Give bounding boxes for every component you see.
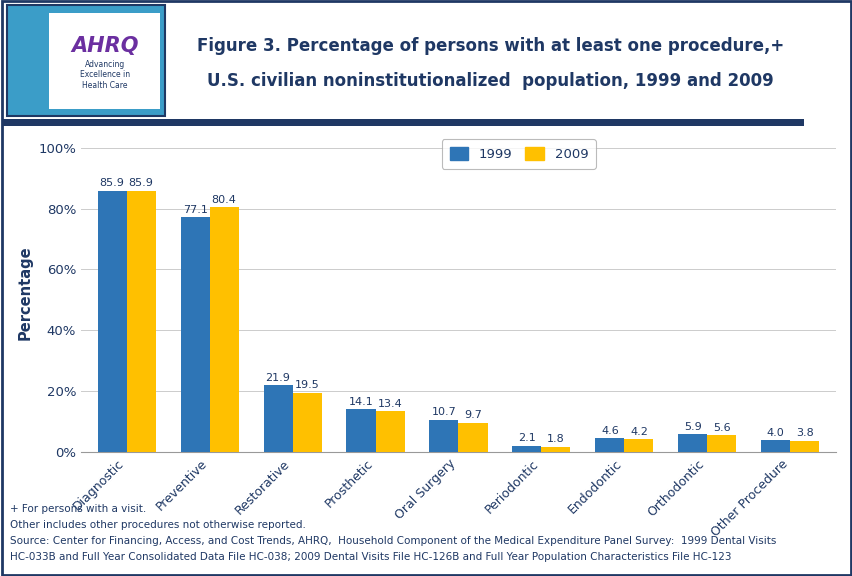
Text: U.S. civilian noninstitutionalized  population, 1999 and 2009: U.S. civilian noninstitutionalized popul… <box>207 71 773 90</box>
Text: Other includes other procedures not otherwise reported.: Other includes other procedures not othe… <box>10 520 306 530</box>
Text: 4.2: 4.2 <box>630 427 648 437</box>
Y-axis label: Percentage: Percentage <box>18 245 32 340</box>
Text: 80.4: 80.4 <box>211 195 236 205</box>
Text: 4.6: 4.6 <box>601 426 618 435</box>
Bar <box>210 207 239 452</box>
Bar <box>375 411 404 452</box>
Bar <box>706 435 735 452</box>
Text: 13.4: 13.4 <box>377 399 402 409</box>
Text: + For persons with a visit.: + For persons with a visit. <box>10 504 147 514</box>
Bar <box>595 438 624 452</box>
Bar <box>346 409 375 452</box>
Bar <box>512 446 541 452</box>
Text: AHRQ: AHRQ <box>71 36 139 56</box>
Text: 9.7: 9.7 <box>463 410 481 420</box>
Text: 1.8: 1.8 <box>546 434 564 444</box>
Text: Figure 3. Percentage of persons with at least one procedure,+: Figure 3. Percentage of persons with at … <box>197 37 783 55</box>
Bar <box>790 441 819 452</box>
Legend: 1999, 2009: 1999, 2009 <box>441 139 596 169</box>
Bar <box>181 217 210 452</box>
Text: 2.1: 2.1 <box>517 433 535 444</box>
Bar <box>760 440 790 452</box>
Bar <box>677 434 706 452</box>
Text: 10.7: 10.7 <box>431 407 456 417</box>
Text: 3.8: 3.8 <box>795 428 813 438</box>
Text: 5.6: 5.6 <box>712 423 730 433</box>
Text: Advancing
Excellence in
Health Care: Advancing Excellence in Health Care <box>80 60 130 90</box>
Text: 14.1: 14.1 <box>348 397 373 407</box>
Text: 85.9: 85.9 <box>129 178 153 188</box>
Bar <box>263 385 292 452</box>
Bar <box>624 439 653 452</box>
Text: 5.9: 5.9 <box>683 422 701 432</box>
Text: 4.0: 4.0 <box>766 427 784 438</box>
Bar <box>429 419 458 452</box>
Text: 77.1: 77.1 <box>182 205 207 215</box>
Text: Source: Center for Financing, Access, and Cost Trends, AHRQ,  Household Componen: Source: Center for Financing, Access, an… <box>10 536 775 546</box>
Text: 21.9: 21.9 <box>265 373 291 383</box>
Bar <box>292 393 321 452</box>
Bar <box>126 191 156 452</box>
Bar <box>541 446 570 452</box>
Text: HC-033B and Full Year Consolidated Data File HC-038; 2009 Dental Visits File HC-: HC-033B and Full Year Consolidated Data … <box>10 552 731 562</box>
Bar <box>458 423 487 452</box>
Bar <box>97 191 126 452</box>
Text: 19.5: 19.5 <box>295 380 320 391</box>
Text: 85.9: 85.9 <box>100 178 124 188</box>
